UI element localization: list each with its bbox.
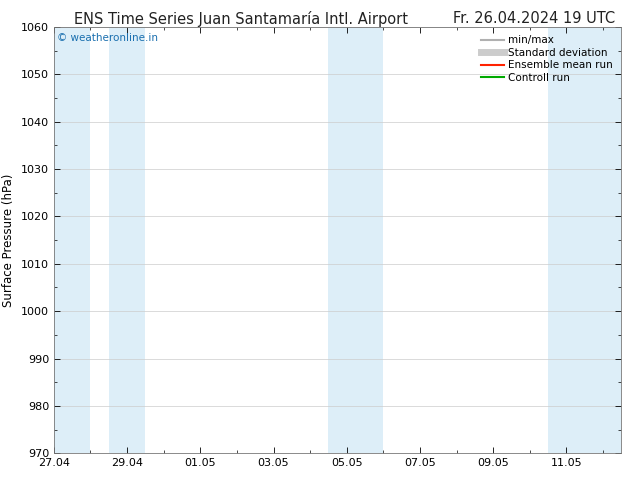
Text: © weatheronline.in: © weatheronline.in <box>56 33 158 43</box>
Text: ENS Time Series Juan Santamaría Intl. Airport: ENS Time Series Juan Santamaría Intl. Ai… <box>74 11 408 27</box>
Bar <box>109 27 145 453</box>
Legend: min/max, Standard deviation, Ensemble mean run, Controll run: min/max, Standard deviation, Ensemble me… <box>478 32 616 86</box>
Bar <box>328 27 384 453</box>
Bar <box>548 27 621 453</box>
Text: Fr. 26.04.2024 19 UTC: Fr. 26.04.2024 19 UTC <box>453 11 615 26</box>
Bar <box>50 27 91 453</box>
Y-axis label: Surface Pressure (hPa): Surface Pressure (hPa) <box>3 173 15 307</box>
